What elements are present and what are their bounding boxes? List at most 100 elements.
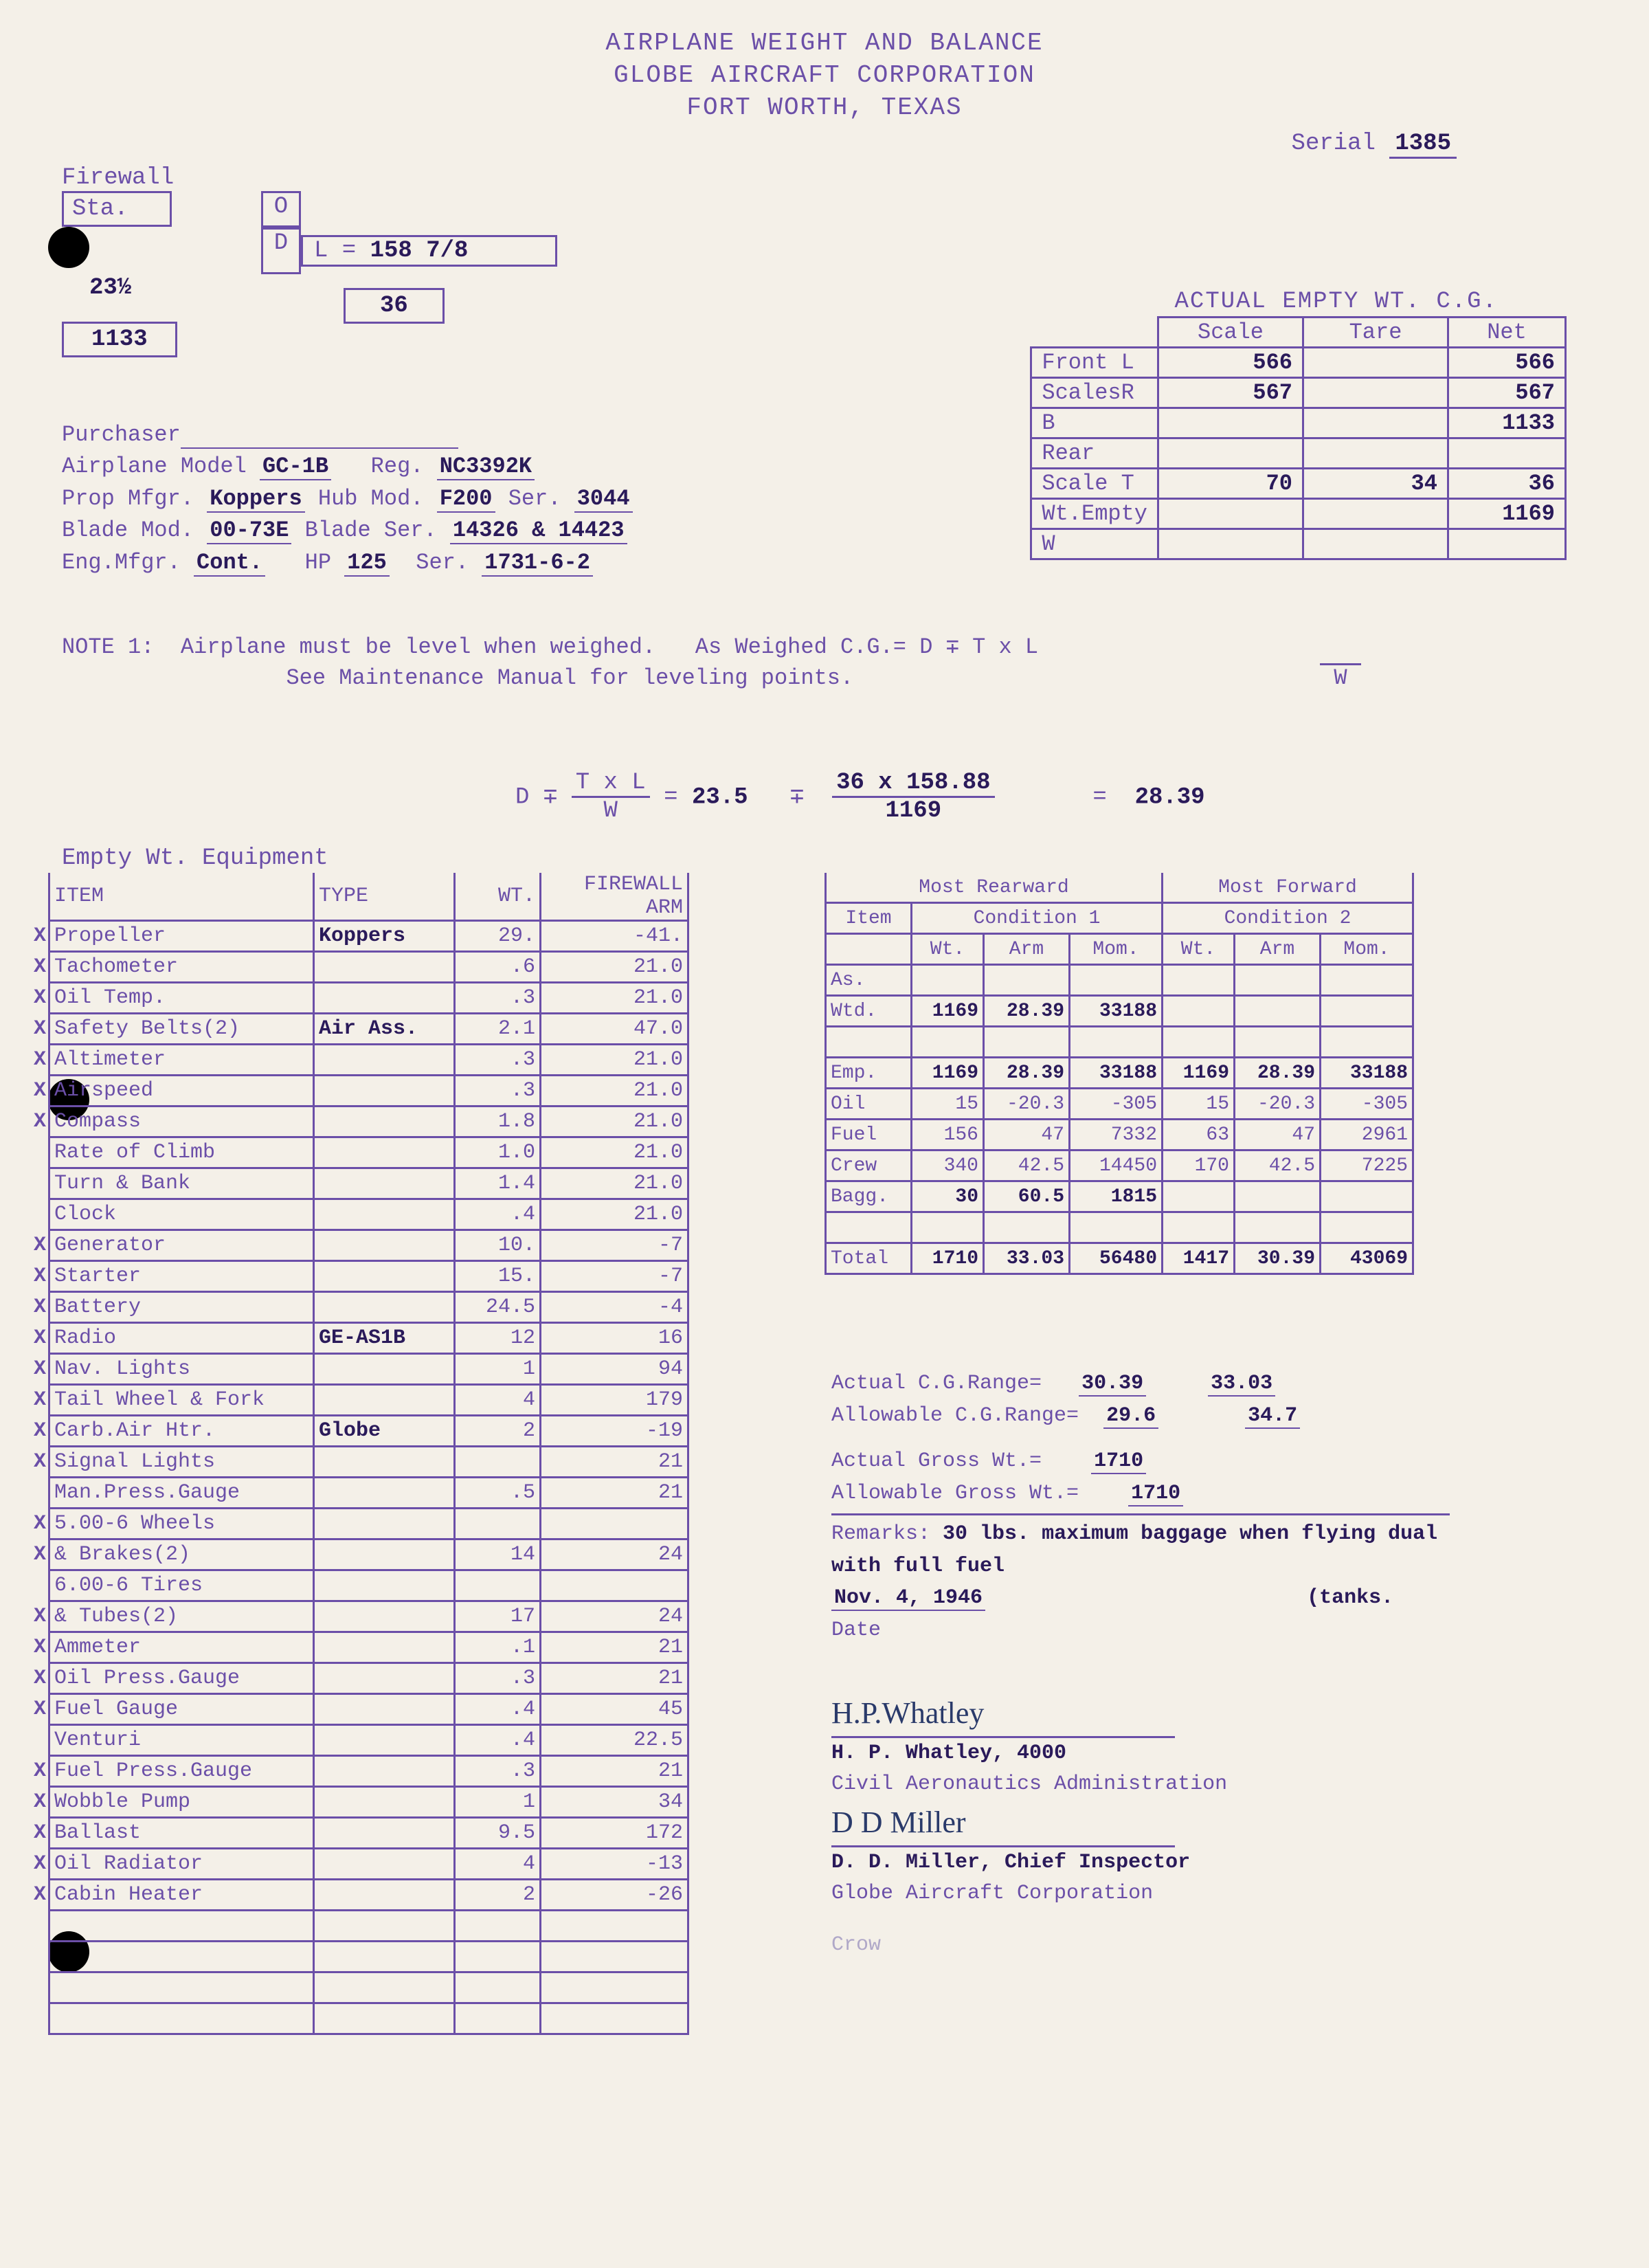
allow-cg-label: Allowable C.G.Range= bbox=[831, 1404, 1079, 1427]
condition-table: Most Rearward Most Forward Item Conditio… bbox=[824, 873, 1414, 1275]
actual-cg-1: 30.39 bbox=[1079, 1372, 1146, 1397]
o-cell: O bbox=[261, 191, 301, 227]
signature-1: H.P.Whatley bbox=[831, 1696, 984, 1730]
serial-field: Serial 1385 bbox=[1292, 131, 1457, 157]
equip-row: Clock.421.0 bbox=[49, 1199, 688, 1230]
equip-row: XTail Wheel & Fork4179 bbox=[49, 1385, 688, 1416]
sig-org-1: Civil Aeronautics Administration bbox=[831, 1769, 1227, 1800]
wt-row: Wt.Empty1169 bbox=[1031, 499, 1566, 529]
note-formula: As Weighed C.G.= D ∓ T x L bbox=[695, 634, 1038, 660]
wt-row: W bbox=[1031, 529, 1566, 559]
actual-gw: 1710 bbox=[1091, 1449, 1146, 1474]
engser-label: Ser. bbox=[416, 550, 469, 575]
l-value: 158 7/8 bbox=[370, 238, 469, 264]
prop-value: Koppers bbox=[207, 486, 304, 513]
equip-row: Venturi.422.5 bbox=[49, 1725, 688, 1756]
title-line-3: FORT WORTH, TEXAS bbox=[27, 92, 1622, 124]
propser-label: Ser. bbox=[508, 486, 561, 511]
date-label: Date bbox=[831, 1619, 881, 1642]
box-right-value: 36 bbox=[344, 288, 445, 324]
signature-block: H.P.Whatley H. P. Whatley, 4000 Civil Ae… bbox=[831, 1691, 1227, 1961]
wt-row: Rear bbox=[1031, 438, 1566, 469]
wt-hdr-net: Net bbox=[1448, 318, 1566, 348]
signature-2: D D Miller bbox=[831, 1805, 966, 1839]
equip-row: XStarter15.-7 bbox=[49, 1261, 688, 1292]
actual-cg-2: 33.03 bbox=[1208, 1372, 1275, 1397]
cond-row: Crew34042.51445017042.57225 bbox=[826, 1150, 1413, 1181]
date-value: Nov. 4, 1946 bbox=[831, 1586, 985, 1611]
formula-eq2: = bbox=[1092, 784, 1106, 810]
model-value: GC-1B bbox=[260, 454, 331, 480]
hp-value: 125 bbox=[344, 550, 390, 577]
equip-row bbox=[49, 1942, 688, 1972]
hub-value: F200 bbox=[437, 486, 495, 513]
blade-label: Blade Mod. bbox=[62, 518, 194, 543]
actual-cg-label: Actual C.G.Range= bbox=[831, 1372, 1042, 1395]
tanks-note: (tanks. bbox=[1307, 1586, 1393, 1610]
propser-value: 3044 bbox=[574, 486, 633, 513]
cond-sub-wt2: Wt. bbox=[1163, 934, 1235, 965]
title-line-1: AIRPLANE WEIGHT AND BALANCE bbox=[27, 27, 1622, 60]
formula-eq: = bbox=[664, 784, 677, 810]
sig-name-1: H. P. Whatley, 4000 bbox=[831, 1742, 1066, 1765]
wt-row: Scale T703436 bbox=[1031, 469, 1566, 499]
note-formula-denom: W bbox=[1320, 663, 1360, 691]
box-left-value: 1133 bbox=[62, 322, 177, 357]
equip-row: XCompass1.821.0 bbox=[49, 1107, 688, 1137]
eng-label: Eng.Mfgr. bbox=[62, 550, 181, 575]
equip-row bbox=[49, 2003, 688, 2034]
empty-wt-title: ACTUAL EMPTY WT. C.G. bbox=[1175, 289, 1498, 315]
form-header: AIRPLANE WEIGHT AND BALANCE GLOBE AIRCRA… bbox=[27, 27, 1622, 124]
formula-top2: 36 x 158.88 bbox=[832, 770, 994, 798]
equip-row: XBattery24.5-4 bbox=[49, 1292, 688, 1323]
hub-label: Hub Mod. bbox=[318, 486, 424, 511]
note-text-1: Airplane must be level when weighed. bbox=[181, 634, 655, 660]
equip-row: XOil Radiator4-13 bbox=[49, 1849, 688, 1880]
cond-row bbox=[826, 1212, 1413, 1243]
cond-row bbox=[826, 1027, 1413, 1058]
range-notes: Actual C.G.Range= 30.39 33.03 Allowable … bbox=[831, 1368, 1450, 1646]
sig-name-2: D. D. Miller, Chief Inspector bbox=[831, 1851, 1190, 1874]
note-label: NOTE 1: bbox=[62, 634, 154, 660]
equipment-table: ITEM TYPE WT. FIREWALL ARM XPropellerKop… bbox=[48, 873, 689, 2035]
equip-row: XSafety Belts(2)Air Ass.2.147.0 bbox=[49, 1014, 688, 1045]
equip-row: XOil Press.Gauge.321 bbox=[49, 1663, 688, 1694]
formula-bot2: 1169 bbox=[885, 798, 941, 824]
actual-gw-label: Actual Gross Wt.= bbox=[831, 1449, 1042, 1473]
equip-row: XSignal Lights21 bbox=[49, 1447, 688, 1478]
cond-sub-item: Item bbox=[826, 903, 912, 934]
bladeser-label: Blade Ser. bbox=[305, 518, 437, 543]
equip-row: XWobble Pump134 bbox=[49, 1787, 688, 1818]
equip-row: 6.00-6 Tires bbox=[49, 1570, 688, 1601]
faded-text: Crow bbox=[831, 1930, 1227, 1961]
cg-formula: D ∓ T x L W = 23.5 ∓ 36 x 158.88 1169 = … bbox=[515, 770, 1205, 824]
firewall-diagram: Firewall Sta. 23½ 1133 O D L = 158 7/8 3… bbox=[62, 165, 559, 357]
equip-row: XOil Temp..321.0 bbox=[49, 983, 688, 1014]
title-line-2: GLOBE AIRCRAFT CORPORATION bbox=[27, 60, 1622, 92]
wt-row: B1133 bbox=[1031, 408, 1566, 438]
empty-wt-table: Scale Tare Net Front L566566ScalesR56756… bbox=[1030, 316, 1567, 560]
equip-row: XFuel Press.Gauge.321 bbox=[49, 1756, 688, 1787]
equip-row bbox=[49, 1972, 688, 2003]
equip-row: X& Brakes(2)1424 bbox=[49, 1539, 688, 1570]
equip-row: Rate of Climb1.021.0 bbox=[49, 1137, 688, 1168]
formula-top: T x L bbox=[572, 770, 650, 798]
equip-row: XGenerator10.-7 bbox=[49, 1230, 688, 1261]
equip-row: XAltimeter.321.0 bbox=[49, 1045, 688, 1076]
equipment-title: Empty Wt. Equipment bbox=[62, 845, 328, 871]
engser-value: 1731-6-2 bbox=[482, 550, 593, 577]
equip-row: XTachometer.621.0 bbox=[49, 952, 688, 983]
formula-mid: ∓ bbox=[790, 784, 804, 810]
equip-row bbox=[49, 1911, 688, 1942]
equip-row: XAirspeed.321.0 bbox=[49, 1076, 688, 1107]
allow-cg-1: 29.6 bbox=[1103, 1404, 1158, 1429]
formula-v1: 23.5 bbox=[692, 784, 748, 810]
formula-bot: W bbox=[604, 798, 618, 824]
equip-title-text: Empty Wt. Equipment bbox=[62, 845, 328, 871]
allow-gw-label: Allowable Gross Wt.= bbox=[831, 1482, 1079, 1505]
equip-hdr-wt: WT. bbox=[455, 873, 541, 921]
l-label: L bbox=[314, 238, 328, 264]
prop-label: Prop Mfgr. bbox=[62, 486, 194, 511]
bladeser-value: 14326 & 14423 bbox=[450, 518, 627, 544]
wt-hdr-tare: Tare bbox=[1303, 318, 1448, 348]
